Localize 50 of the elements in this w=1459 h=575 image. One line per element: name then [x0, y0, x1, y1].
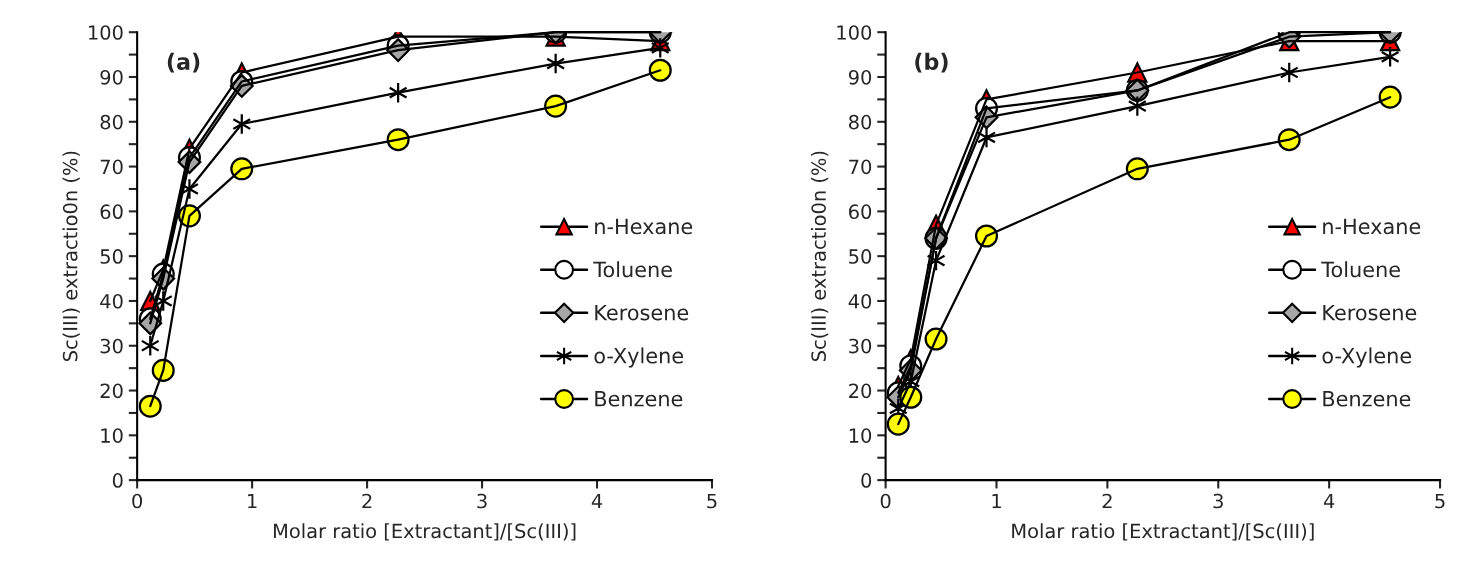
x-tick-label: 3	[477, 493, 487, 509]
x-tick-label: 3	[1213, 493, 1223, 509]
legend-label: Benzene	[595, 391, 683, 407]
x-tick-label: 4	[591, 493, 603, 509]
x-tick-label: 5	[1435, 493, 1445, 509]
y-tick-label: 100	[837, 25, 872, 40]
y-tick-label: 50	[849, 249, 872, 264]
y-tick-label: 60	[100, 204, 123, 220]
legend-label: Kerosene	[1323, 304, 1417, 321]
y-tick-label: 50	[100, 249, 123, 264]
x-tick-label: 1	[992, 493, 1001, 509]
legend-label: n-Hexane	[595, 218, 693, 235]
y-tick-label: 90	[848, 69, 872, 85]
y-tick-label: 20	[100, 383, 123, 399]
x-axis-title: Molar ratio [Extractant]/[Sc(III)]	[1012, 523, 1314, 541]
y-tick-label: 60	[849, 204, 872, 220]
y-tick-label: 70	[849, 159, 872, 175]
x-tick-label: 5	[707, 493, 717, 509]
y-tick-label: 80	[848, 114, 872, 130]
annotation: (a)	[167, 52, 200, 73]
y-tick-label: 90	[100, 69, 123, 85]
legend-label: Toluene	[593, 261, 672, 278]
x-tick-label: 2	[1102, 493, 1112, 509]
y-tick-label: 10	[101, 428, 123, 443]
x-tick-label: 1	[248, 493, 257, 509]
y-tick-label: 80	[100, 114, 123, 130]
y-tick-label: 70	[100, 159, 123, 175]
y-tick-label: 30	[849, 338, 872, 354]
y-tick-label: 10	[849, 428, 872, 443]
legend-label: Kerosene	[595, 304, 689, 321]
x-tick-label: 2	[362, 493, 372, 509]
x-tick-label: 0	[880, 493, 891, 509]
y-tick-label: 40	[848, 293, 872, 309]
y-tick-label: 0	[112, 473, 123, 488]
y-axis-title: Sc(III) extractio0n (%)	[62, 151, 80, 362]
y-tick-label: 20	[849, 383, 872, 399]
y-tick-label: 30	[100, 338, 123, 354]
legend-label: n-Hexane	[1323, 218, 1421, 235]
y-tick-label: 100	[88, 25, 123, 40]
x-tick-label: 4	[1323, 493, 1335, 509]
y-tick-label: 0	[861, 473, 872, 488]
x-tick-label: 0	[132, 493, 143, 509]
y-tick-label: 40	[100, 293, 123, 309]
legend-label: Toluene	[1321, 261, 1400, 278]
y-axis-title: Sc(III) extractio0n (%)	[810, 151, 829, 362]
legend-label: o-Xylene	[1322, 347, 1412, 368]
x-axis-title: Molar ratio [Extractant]/[Sc(III)]	[273, 523, 576, 541]
legend-label: o-Xylene	[594, 347, 684, 368]
legend-label: Benzene	[1323, 391, 1411, 407]
annotation: (b)	[915, 52, 948, 73]
